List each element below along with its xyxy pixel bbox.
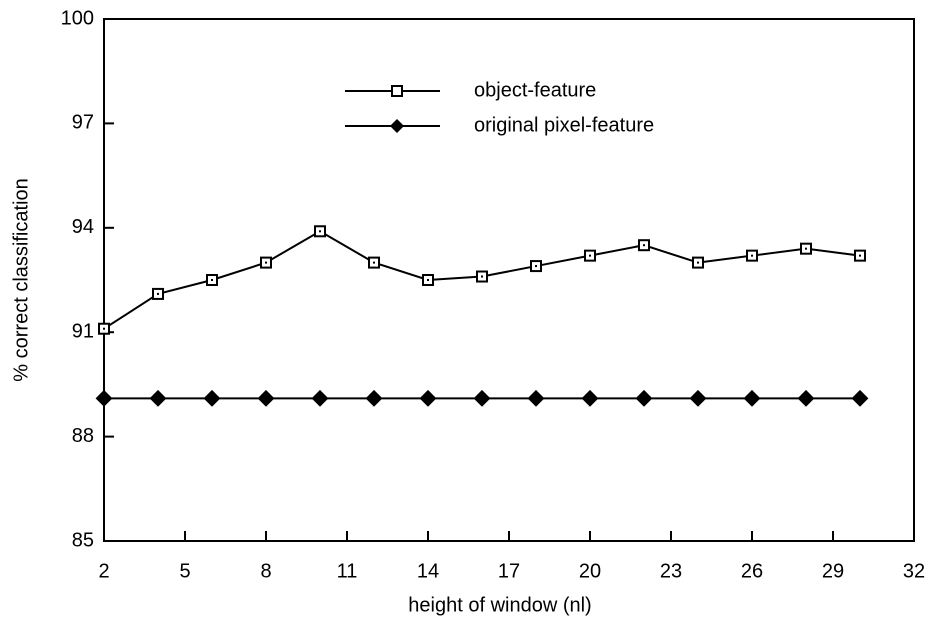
y-tick-label: 100	[61, 7, 94, 29]
x-tick-label: 29	[822, 560, 844, 582]
data-point-dot	[319, 230, 321, 233]
data-point-dot	[697, 261, 699, 264]
data-point	[743, 389, 761, 407]
x-tick-label: 8	[260, 560, 271, 582]
x-tick-label: 11	[337, 560, 358, 582]
x-tick-label: 14	[417, 560, 439, 582]
legend-label: object-feature	[474, 79, 596, 101]
data-point-dot	[373, 261, 375, 264]
data-point-dot	[589, 254, 591, 257]
data-point	[473, 389, 491, 407]
data-point	[95, 389, 113, 407]
data-point-dot	[859, 254, 861, 257]
x-tick-label: 26	[741, 560, 763, 582]
data-point	[527, 389, 545, 407]
data-point-dot	[211, 279, 213, 281]
data-point	[203, 389, 221, 407]
data-point	[149, 389, 167, 407]
x-tick-label: 23	[660, 560, 682, 582]
data-point-dot	[265, 261, 267, 264]
data-point-dot	[427, 279, 429, 281]
y-tick-label: 91	[72, 320, 94, 342]
data-point	[689, 389, 707, 407]
data-point-dot	[535, 265, 537, 268]
data-point-dot	[805, 247, 807, 250]
data-point-dot	[751, 254, 753, 257]
x-tick-label: 2	[98, 560, 109, 582]
legend-label: original pixel-feature	[474, 114, 654, 136]
data-point-dot	[157, 292, 159, 295]
data-point	[257, 389, 275, 407]
data-point	[365, 389, 383, 407]
data-point	[419, 389, 437, 407]
data-point	[851, 389, 869, 407]
y-tick-label: 85	[72, 529, 94, 551]
x-tick-label: 5	[179, 560, 190, 582]
data-point	[581, 389, 599, 407]
data-point-dot	[481, 275, 483, 278]
legend-marker	[390, 119, 404, 133]
y-tick-label: 94	[72, 216, 94, 238]
y-tick-label: 88	[72, 425, 94, 447]
data-point-dot	[103, 327, 105, 330]
data-point-dot	[643, 244, 645, 247]
y-axis-label: % correct classification	[10, 178, 32, 381]
legend-marker	[391, 85, 403, 97]
data-point	[797, 389, 815, 407]
x-tick-label: 32	[903, 560, 925, 582]
x-tick-label: 20	[579, 560, 601, 582]
x-tick-label: 17	[498, 560, 520, 582]
data-point	[635, 389, 653, 407]
y-tick-label: 97	[72, 112, 94, 134]
x-axis-label: height of window (nl)	[408, 594, 591, 616]
data-point	[311, 389, 329, 407]
